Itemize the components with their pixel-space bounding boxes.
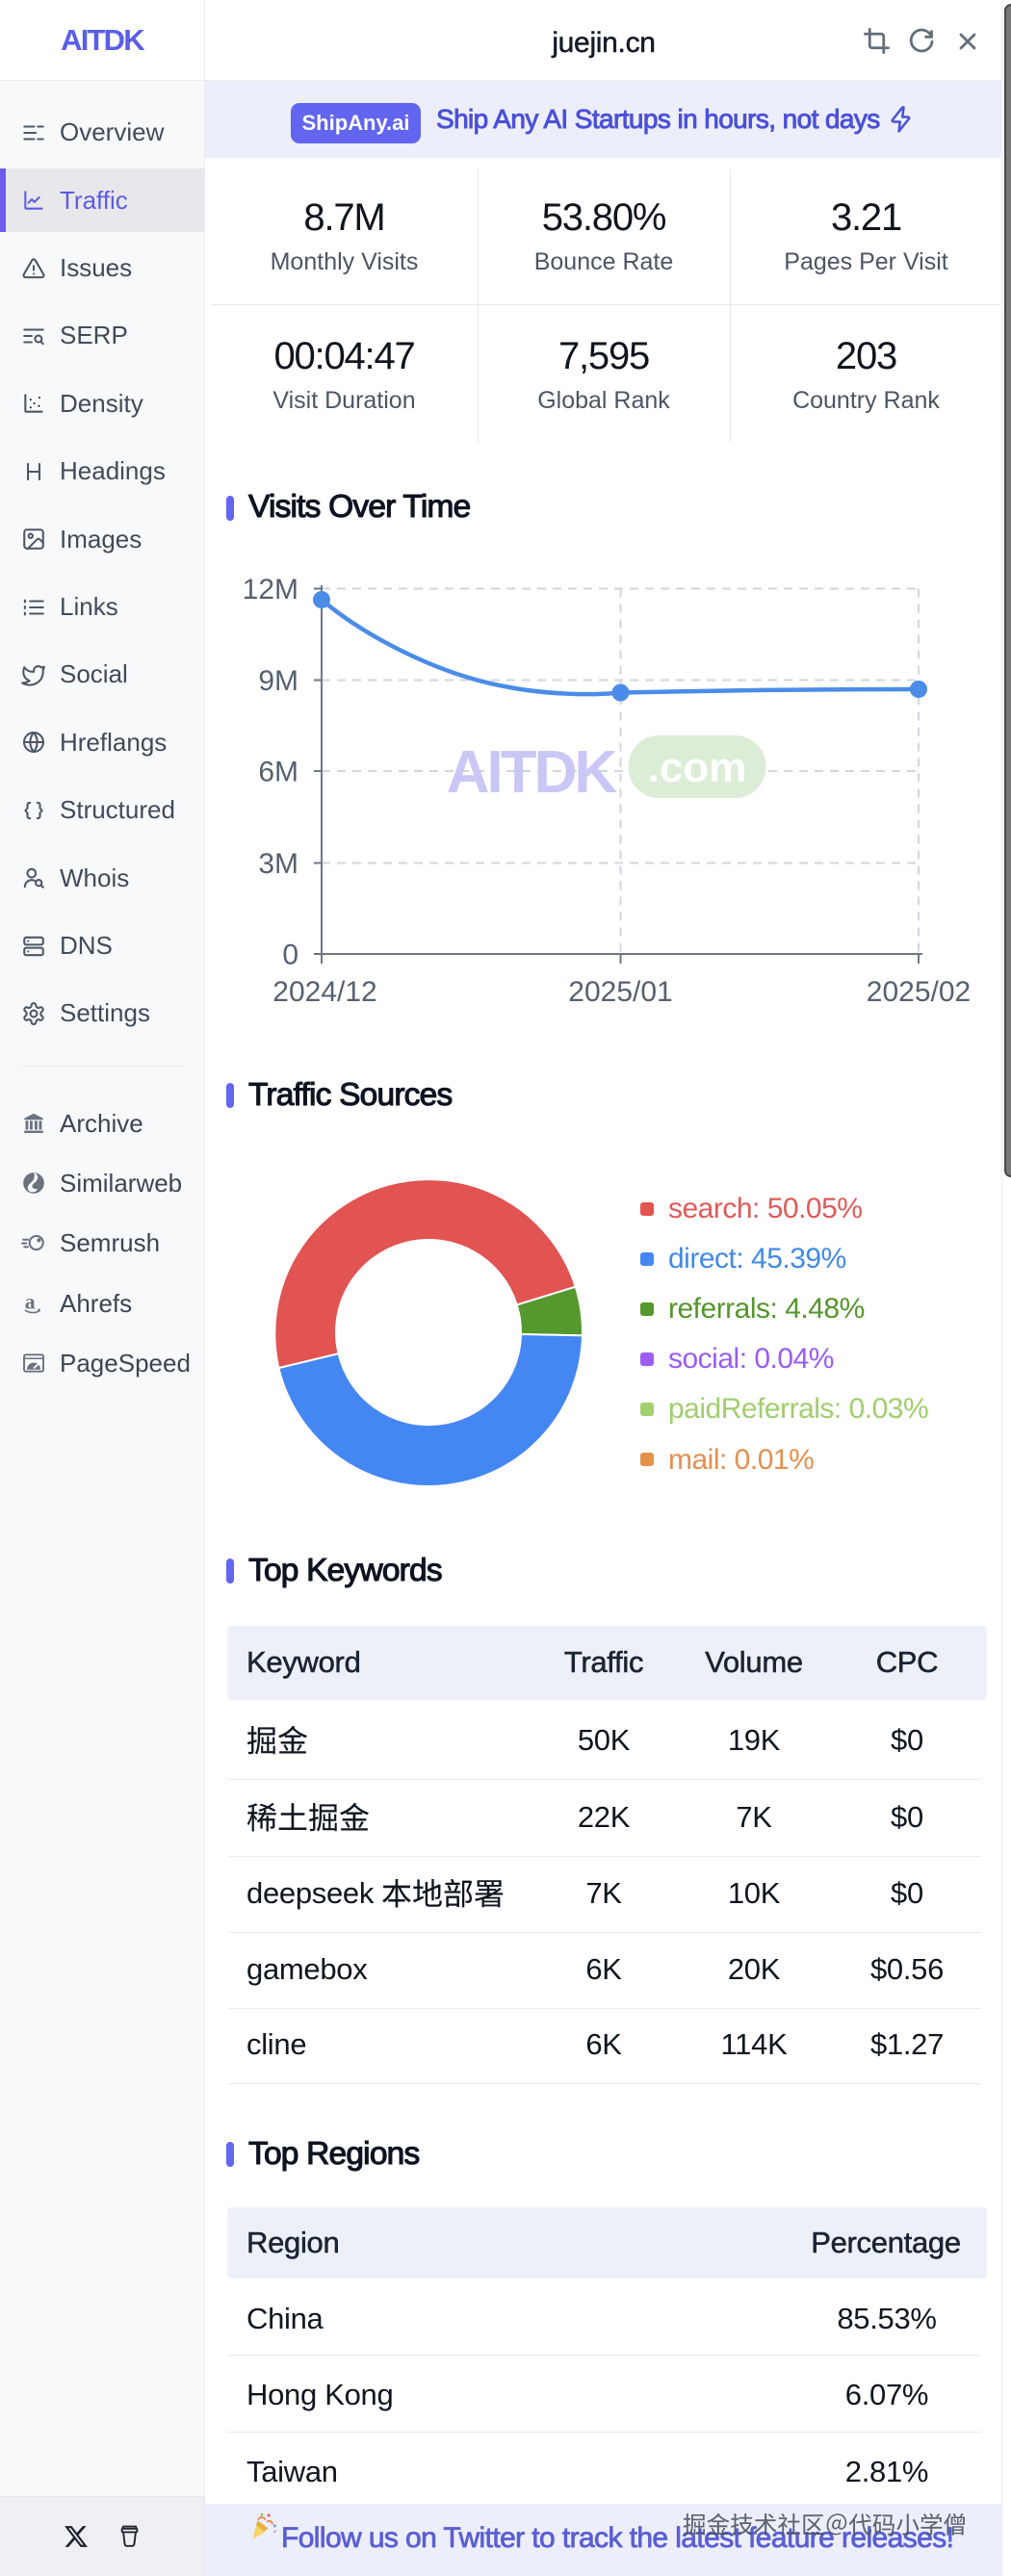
svg-text:12M: 12M <box>243 574 298 605</box>
svg-text:6M: 6M <box>258 757 298 788</box>
svg-text:2025/01: 2025/01 <box>568 976 672 1008</box>
svg-text:.com: .com <box>648 744 747 791</box>
svg-text:0: 0 <box>282 940 298 971</box>
svg-text:2024/12: 2024/12 <box>272 976 376 1008</box>
svg-text:3M: 3M <box>258 848 298 880</box>
svg-text:a: a <box>25 1291 36 1313</box>
svg-text:AITDK: AITDK <box>447 739 618 806</box>
svg-text:9M: 9M <box>258 665 298 697</box>
svg-text:2025/02: 2025/02 <box>867 976 971 1008</box>
